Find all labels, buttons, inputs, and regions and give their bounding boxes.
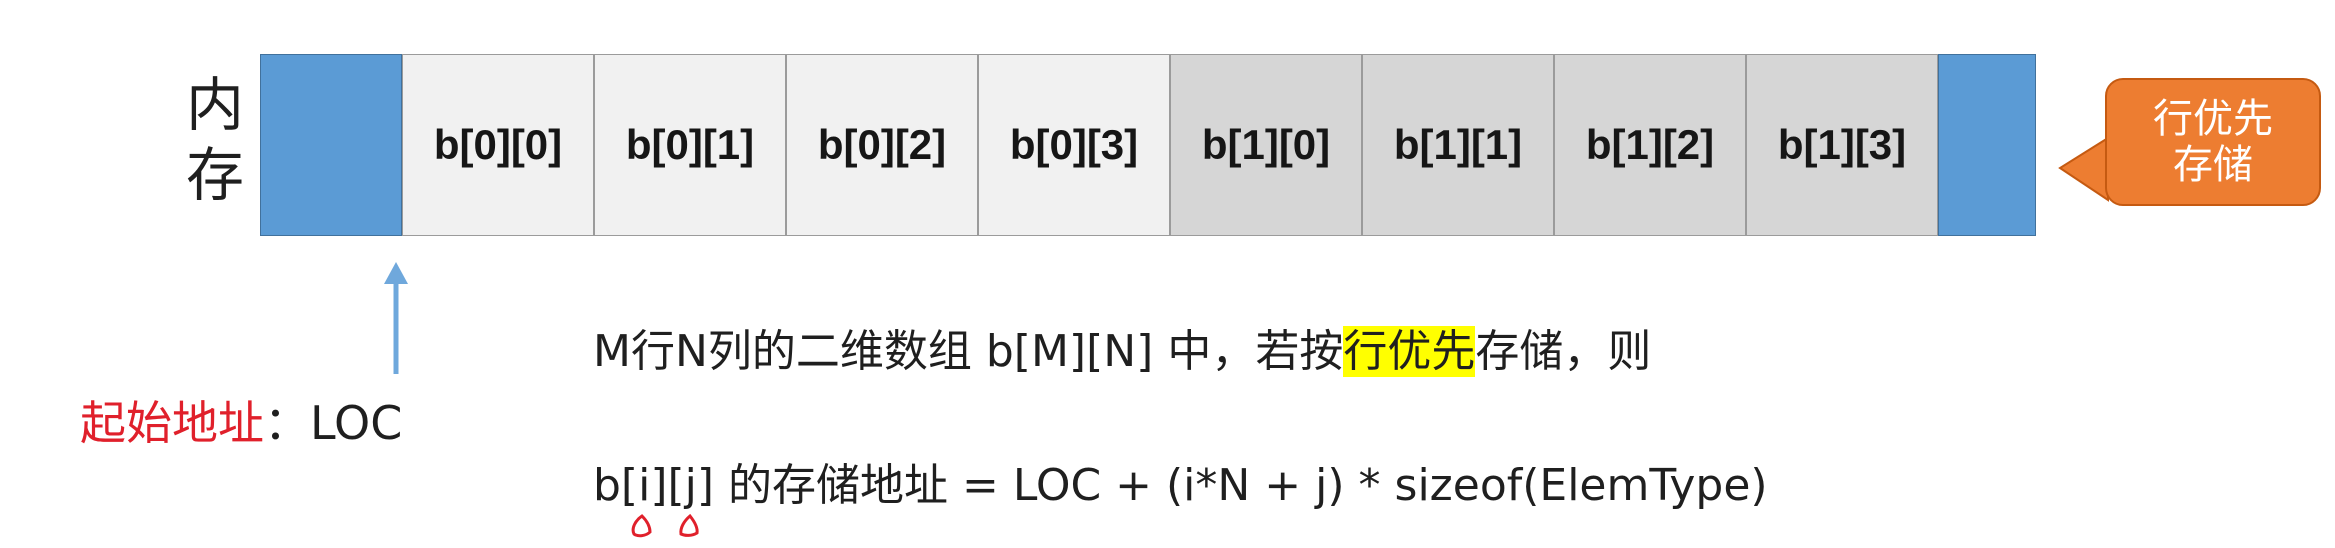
description-text: M行N列的二维数组 b[M][N] 中，若按行优先存储，则 (593, 322, 1651, 382)
memory-label-char-1: 内 (185, 71, 244, 139)
start-address-text: 起始地址 (80, 396, 264, 450)
memory-padding-right (1938, 54, 2036, 236)
description-before: M行N列的二维数组 b[M][N] 中，若按 (593, 326, 1344, 377)
memory-bar: b[0][0] b[0][1] b[0][2] b[0][3] b[1][0] … (260, 54, 2036, 238)
memory-label: 内 存 (180, 70, 250, 210)
array-cell: b[1][3] (1746, 54, 1938, 236)
description-highlight: 行优先 (1343, 326, 1476, 377)
array-cell: b[1][2] (1554, 54, 1746, 236)
start-address-value: LOC (310, 396, 403, 450)
array-cell: b[0][2] (786, 54, 978, 236)
start-address-label: 起始地址：LOC (80, 395, 402, 451)
array-cell: b[0][3] (978, 54, 1170, 236)
row-major-callout: 行优先 存储 (2105, 78, 2321, 206)
address-formula: b[i][j] 的存储地址 = LOC + (i*N + j) * sizeof… (593, 460, 1768, 511)
memory-padding-left (260, 54, 402, 236)
index-j-annotation-mark (679, 513, 699, 537)
index-i-annotation-mark (631, 514, 652, 538)
array-cell: b[0][0] (402, 54, 594, 236)
callout-line-1: 行优先 (2153, 96, 2273, 142)
callout-line-2: 存储 (2173, 142, 2253, 188)
memory-label-char-2: 存 (185, 141, 244, 209)
start-address-separator: ： (264, 396, 310, 450)
array-cell: b[0][1] (594, 54, 786, 236)
description-after: 存储，则 (1475, 326, 1652, 377)
array-cell: b[1][0] (1170, 54, 1362, 236)
array-cell: b[1][1] (1362, 54, 1554, 236)
start-address-arrow-icon (384, 262, 408, 374)
